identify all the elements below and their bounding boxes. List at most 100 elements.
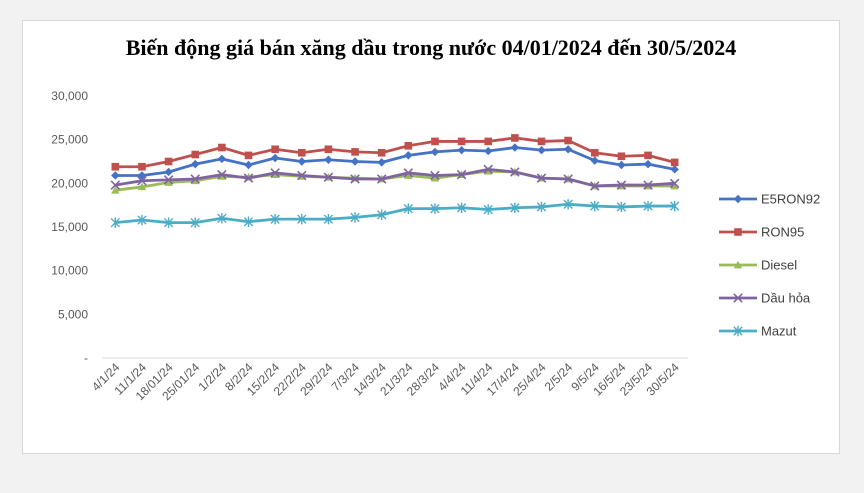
- data-point-ron95: [670, 158, 679, 167]
- legend-entry: Diesel: [761, 258, 797, 273]
- data-point-diesel: [111, 186, 120, 194]
- data-point-e5ron92: [404, 151, 413, 160]
- data-point-ron95: [590, 148, 599, 157]
- series-line-diesel: [115, 169, 675, 192]
- x-tick-label: 1/2/24: [195, 360, 229, 394]
- data-point-d-u-h-a: [510, 167, 520, 177]
- data-point-mazut: [590, 200, 600, 212]
- data-point-ron95: [191, 150, 200, 159]
- data-point-mazut: [616, 201, 627, 213]
- data-point-ron95: [511, 134, 519, 142]
- data-point-e5ron92: [563, 145, 573, 154]
- data-point-d-u-h-a: [563, 174, 573, 184]
- data-point-d-u-h-a: [536, 173, 547, 183]
- data-point-ron95: [431, 137, 439, 146]
- data-point-e5ron92: [590, 156, 599, 165]
- y-tick-label: 30,000: [51, 89, 88, 103]
- chart-frame: Biến động giá bán xăng dầu trong nước 04…: [22, 20, 840, 454]
- data-point-e5ron92: [510, 143, 520, 152]
- data-point-mazut: [270, 213, 280, 225]
- legend-marker: [734, 228, 742, 236]
- data-point-d-u-h-a: [483, 164, 493, 175]
- data-point-d-u-h-a: [430, 170, 440, 181]
- data-point-diesel: [137, 182, 147, 191]
- series-line-ron95: [115, 136, 676, 169]
- data-point-d-u-h-a: [376, 174, 387, 184]
- data-point-e5ron92: [537, 145, 546, 155]
- legend-marker: [733, 325, 743, 337]
- data-point-e5ron92: [670, 165, 679, 174]
- series-layer: [110, 134, 680, 228]
- data-point-ron95: [484, 137, 493, 146]
- data-point-e5ron92: [191, 159, 200, 169]
- data-point-diesel: [164, 178, 173, 186]
- series-line-mazut: [115, 202, 675, 225]
- series-line-d-u-h-a: [115, 167, 675, 188]
- line-chart: - 5,000 10,000 15,000 20,000 25,000 30,000 4/1…: [51, 89, 820, 403]
- y-tick-label: 5,000: [58, 307, 88, 321]
- chart-title: Biến động giá bán xăng dầu trong nước 04…: [125, 35, 737, 60]
- data-point-mazut: [297, 213, 307, 225]
- data-point-ron95: [111, 162, 120, 171]
- data-point-mazut: [110, 217, 121, 228]
- data-point-d-u-h-a: [137, 175, 147, 186]
- data-point-ron95: [218, 143, 226, 152]
- data-point-diesel: [404, 171, 413, 179]
- data-point-ron95: [324, 145, 333, 154]
- data-point-d-u-h-a: [190, 174, 200, 184]
- data-point-e5ron92: [111, 171, 120, 180]
- data-point-d-u-h-a: [217, 169, 227, 180]
- data-point-mazut: [403, 203, 414, 214]
- data-point-d-u-h-a: [403, 168, 414, 178]
- data-point-d-u-h-a: [243, 173, 254, 183]
- data-point-mazut: [563, 199, 573, 210]
- y-tick-label: 10,000: [51, 264, 88, 278]
- legend-entry: RON95: [761, 225, 804, 240]
- legend: E5RON92 RON95 Diesel Dầu hỏa Mazut: [719, 192, 820, 339]
- data-point-e5ron92: [457, 145, 466, 155]
- data-point-e5ron92: [270, 153, 280, 163]
- data-point-mazut: [536, 201, 547, 213]
- data-point-d-u-h-a: [350, 174, 360, 184]
- data-point-d-u-h-a: [163, 175, 174, 185]
- legend-entry: E5RON92: [761, 192, 820, 207]
- legend-entry: Dầu hỏa: [761, 291, 811, 306]
- data-point-mazut: [643, 200, 653, 212]
- data-point-ron95: [564, 136, 572, 145]
- data-point-e5ron92: [430, 147, 440, 157]
- data-point-d-u-h-a: [297, 170, 307, 181]
- y-axis: - 5,000 10,000 15,000 20,000 25,000 30,000: [51, 89, 88, 365]
- data-point-e5ron92: [297, 157, 306, 166]
- y-tick-label: 20,000: [51, 176, 88, 190]
- data-point-e5ron92: [484, 146, 493, 156]
- data-point-ron95: [244, 151, 253, 160]
- y-tick-label: -: [84, 351, 88, 365]
- data-point-ron95: [351, 148, 359, 156]
- data-point-mazut: [669, 200, 680, 212]
- data-point-ron95: [271, 145, 279, 154]
- data-point-mazut: [483, 204, 493, 215]
- data-point-ron95: [457, 137, 466, 146]
- data-point-ron95: [297, 148, 306, 157]
- x-axis: 4/1/2411/1/2418/01/2425/01/241/2/248/2/2…: [89, 357, 688, 403]
- data-point-d-u-h-a: [616, 180, 627, 190]
- data-point-d-u-h-a: [323, 172, 334, 182]
- data-point-mazut: [137, 214, 147, 226]
- data-point-d-u-h-a: [590, 181, 600, 191]
- data-point-diesel: [430, 173, 440, 182]
- legend-marker: [733, 293, 743, 303]
- legend-marker: [733, 194, 743, 204]
- data-point-mazut: [456, 202, 467, 213]
- legend-marker: [733, 260, 743, 269]
- y-tick-label: 25,000: [51, 133, 88, 147]
- data-point-mazut: [350, 212, 360, 223]
- data-point-e5ron92: [324, 155, 333, 164]
- data-point-e5ron92: [350, 157, 360, 166]
- data-point-e5ron92: [244, 160, 253, 170]
- data-point-e5ron92: [217, 154, 227, 164]
- data-point-mazut: [163, 217, 174, 228]
- data-point-d-u-h-a: [270, 168, 280, 178]
- data-point-d-u-h-a: [669, 178, 680, 189]
- data-point-d-u-h-a: [643, 180, 653, 190]
- data-point-mazut: [376, 209, 387, 220]
